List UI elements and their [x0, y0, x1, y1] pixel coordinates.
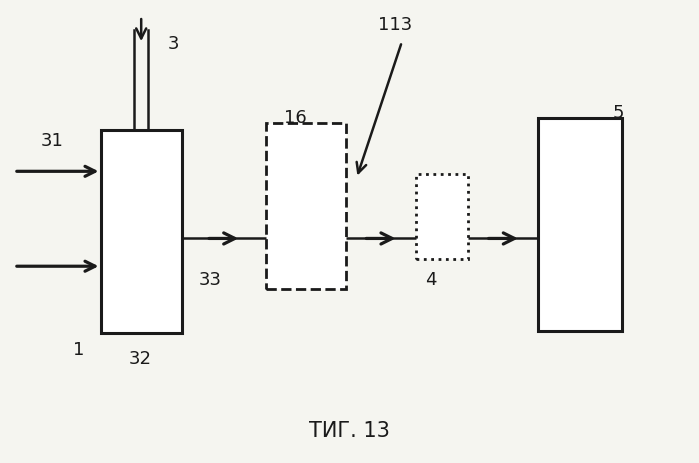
- Text: 113: 113: [378, 17, 412, 34]
- Text: 3: 3: [168, 35, 179, 53]
- Text: ΤИГ. 13: ΤИГ. 13: [309, 420, 390, 441]
- Text: 5: 5: [613, 105, 624, 122]
- Text: 16: 16: [284, 109, 307, 127]
- Text: 4: 4: [426, 271, 437, 289]
- Text: 32: 32: [129, 350, 151, 368]
- Bar: [416, 174, 468, 259]
- Bar: [101, 130, 182, 333]
- Text: 1: 1: [73, 341, 84, 358]
- Text: 31: 31: [41, 132, 64, 150]
- Bar: [538, 118, 622, 331]
- Bar: [266, 123, 346, 289]
- Text: 33: 33: [199, 271, 221, 289]
